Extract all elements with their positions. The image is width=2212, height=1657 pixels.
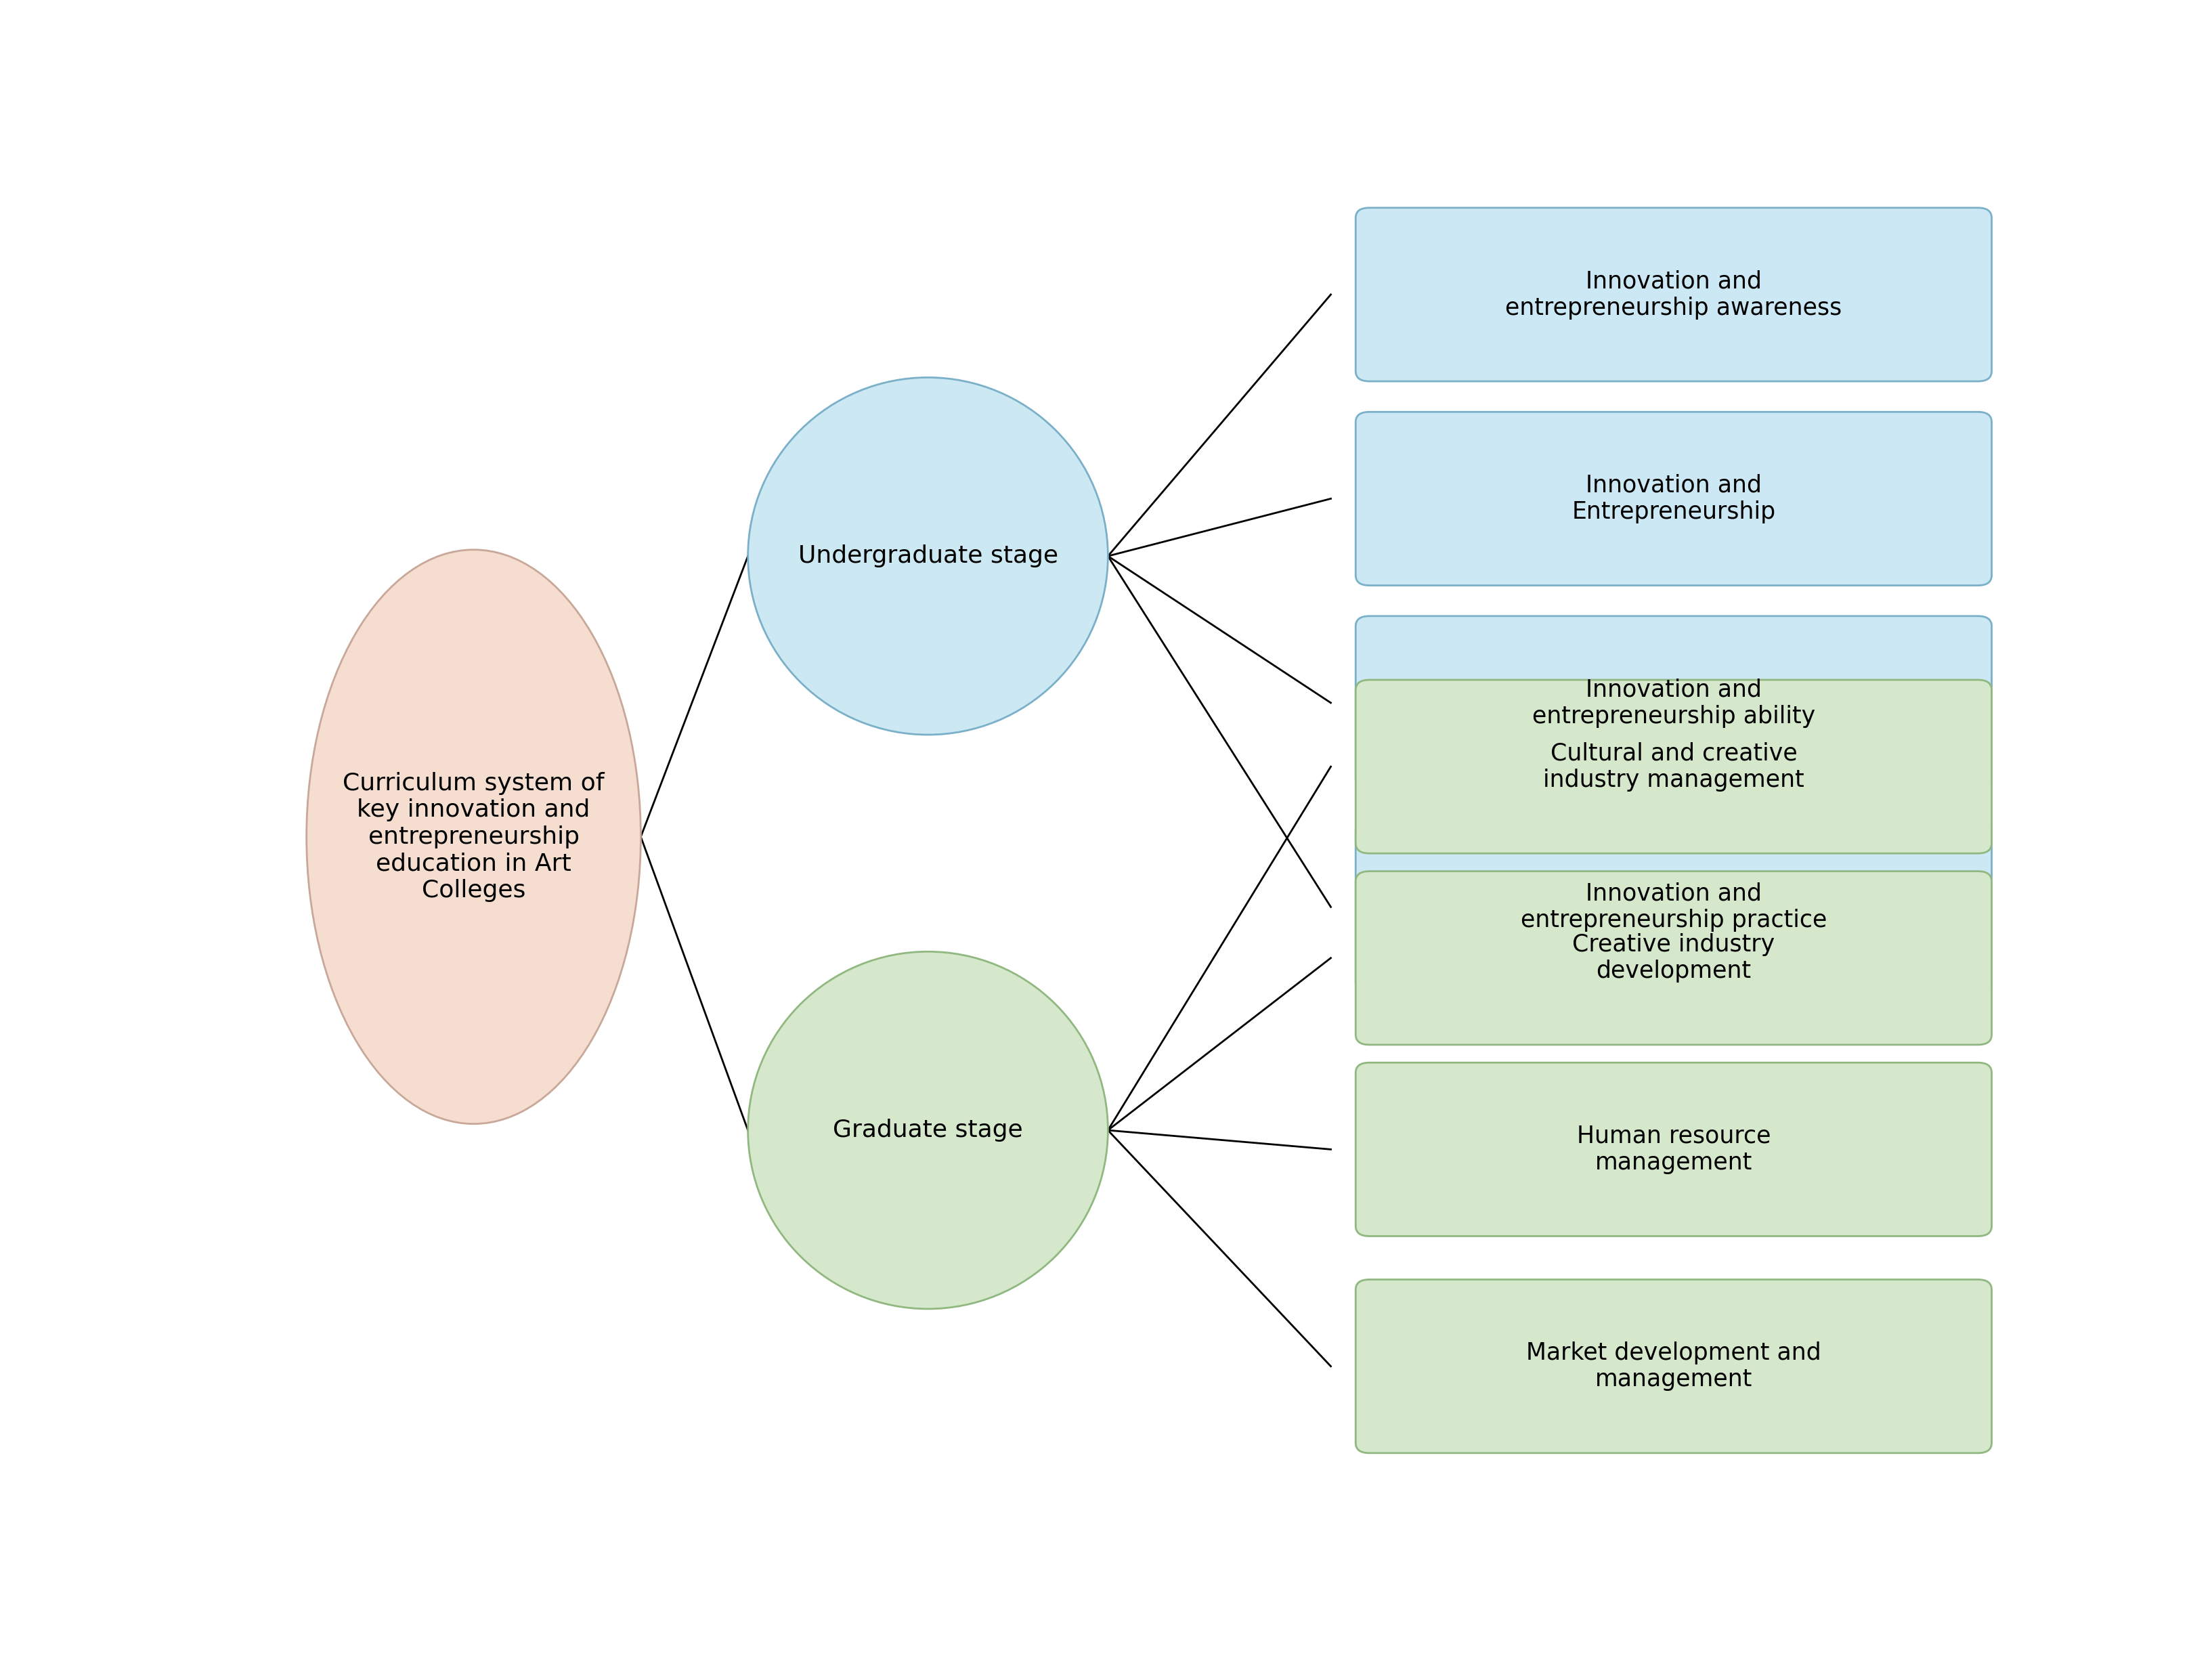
FancyBboxPatch shape <box>1356 413 1991 585</box>
Text: Cultural and creative
industry management: Cultural and creative industry managemen… <box>1544 742 1805 792</box>
Text: Innovation and
entrepreneurship ability: Innovation and entrepreneurship ability <box>1533 678 1816 727</box>
FancyBboxPatch shape <box>1356 679 1991 853</box>
Text: Innovation and
entrepreneurship practice: Innovation and entrepreneurship practice <box>1520 882 1827 931</box>
FancyBboxPatch shape <box>1356 1062 1991 1236</box>
Text: Human resource
management: Human resource management <box>1577 1125 1770 1175</box>
Text: Undergraduate stage: Undergraduate stage <box>799 545 1057 568</box>
Ellipse shape <box>748 378 1108 734</box>
FancyBboxPatch shape <box>1356 872 1991 1046</box>
Text: Curriculum system of
key innovation and
entrepreneurship
education in Art
Colleg: Curriculum system of key innovation and … <box>343 772 604 901</box>
FancyBboxPatch shape <box>1356 207 1991 381</box>
Text: Innovation and
entrepreneurship awareness: Innovation and entrepreneurship awarenes… <box>1506 270 1843 320</box>
FancyBboxPatch shape <box>1356 1279 1991 1453</box>
Ellipse shape <box>307 550 641 1123</box>
Text: Market development and
management: Market development and management <box>1526 1342 1820 1392</box>
Ellipse shape <box>748 951 1108 1309</box>
Text: Innovation and
Entrepreneurship: Innovation and Entrepreneurship <box>1573 474 1776 524</box>
Text: Creative industry
development: Creative industry development <box>1573 933 1774 983</box>
Text: Graduate stage: Graduate stage <box>834 1118 1022 1142</box>
FancyBboxPatch shape <box>1356 616 1991 790</box>
FancyBboxPatch shape <box>1356 820 1991 994</box>
